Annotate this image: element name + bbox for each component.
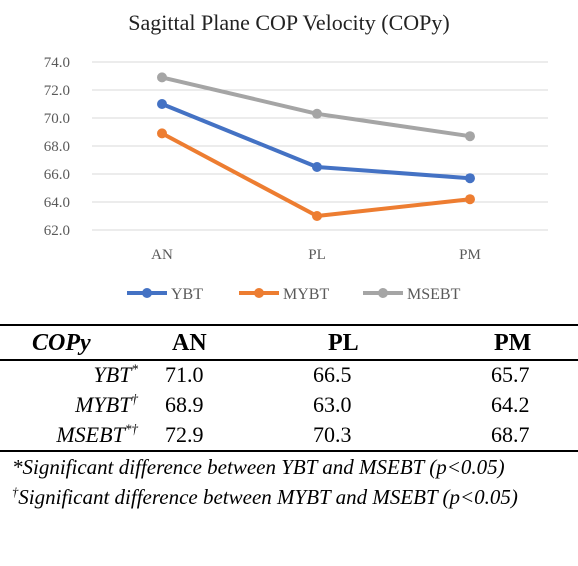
legend-marker: [254, 288, 264, 298]
row-label: MSEBT*†: [56, 421, 138, 447]
header-copy: COPy: [32, 330, 91, 356]
table-cell: 72.9: [165, 422, 204, 447]
table-top-rule: [0, 324, 578, 326]
data-point: [157, 128, 167, 139]
table-cell: 63.0: [313, 392, 352, 417]
y-tick-label: 74.0: [44, 55, 70, 71]
chart-series: [157, 72, 475, 221]
data-point: [312, 108, 322, 119]
table-cell: 65.7: [491, 362, 530, 387]
x-tick-label: AN: [151, 247, 173, 263]
table-cell: 70.3: [313, 422, 352, 447]
y-tick-label: 70.0: [44, 111, 70, 127]
data-point: [312, 211, 322, 221]
footnote-2: †Significant difference between MYBT and…: [12, 485, 518, 509]
legend-label: MYBT: [283, 286, 329, 303]
table-cell: 64.2: [491, 392, 530, 417]
legend-label: YBT: [171, 286, 203, 303]
legend-label: MSEBT: [407, 286, 461, 303]
y-tick-label: 62.0: [44, 223, 70, 239]
table-cell: 71.0: [165, 362, 204, 387]
row-label: MYBT†: [75, 391, 138, 417]
table-row: MSEBT*† 72.9 70.3 68.7: [0, 420, 578, 450]
table-cell: 66.5: [313, 362, 352, 387]
data-point: [157, 99, 167, 109]
line-chart: Sagittal Plane COP Velocity (COPy) 62.06…: [44, 10, 548, 303]
x-tick-label: PL: [308, 247, 326, 263]
table-cell: 68.7: [491, 422, 530, 447]
chart-gridlines: [92, 61, 548, 231]
header-pm: PM: [494, 330, 532, 356]
legend-marker: [142, 288, 152, 298]
table-row: YBT* 71.0 66.5 65.7: [0, 360, 578, 390]
y-tick-label: 64.0: [44, 195, 70, 211]
y-tick-label: 66.0: [44, 167, 70, 183]
table-cell: 68.9: [165, 392, 204, 417]
legend-marker: [378, 288, 388, 298]
data-point: [465, 173, 475, 184]
header-an: AN: [172, 330, 207, 356]
chart-legend: YBT MYBT MSEBT: [127, 286, 461, 303]
data-point: [157, 72, 167, 83]
chart-title: Sagittal Plane COP Velocity (COPy): [128, 10, 449, 35]
y-tick-label: 68.0: [44, 139, 70, 155]
x-axis-ticks: AN PL PM: [151, 247, 481, 263]
table-row: MYBT† 68.9 63.0 64.2: [0, 390, 578, 420]
y-axis-ticks: 62.0 64.0 66.0 68.0 70.0 72.0 74.0: [44, 55, 70, 239]
data-point: [465, 194, 475, 205]
table-footnotes: *Significant difference between YBT and …: [12, 452, 572, 512]
table-bottom-rule: [0, 450, 578, 452]
x-tick-label: PM: [459, 247, 481, 263]
y-tick-label: 72.0: [44, 83, 70, 99]
data-point: [465, 131, 475, 142]
table-header-rule: [0, 359, 578, 361]
header-pl: PL: [328, 330, 359, 356]
footnote-1: *Significant difference between YBT and …: [12, 455, 505, 479]
table-header-row: COPy AN PL PM: [0, 328, 578, 358]
row-label: YBT*: [93, 361, 138, 387]
data-point: [312, 162, 322, 172]
series-line-msebt: [161, 75, 471, 139]
